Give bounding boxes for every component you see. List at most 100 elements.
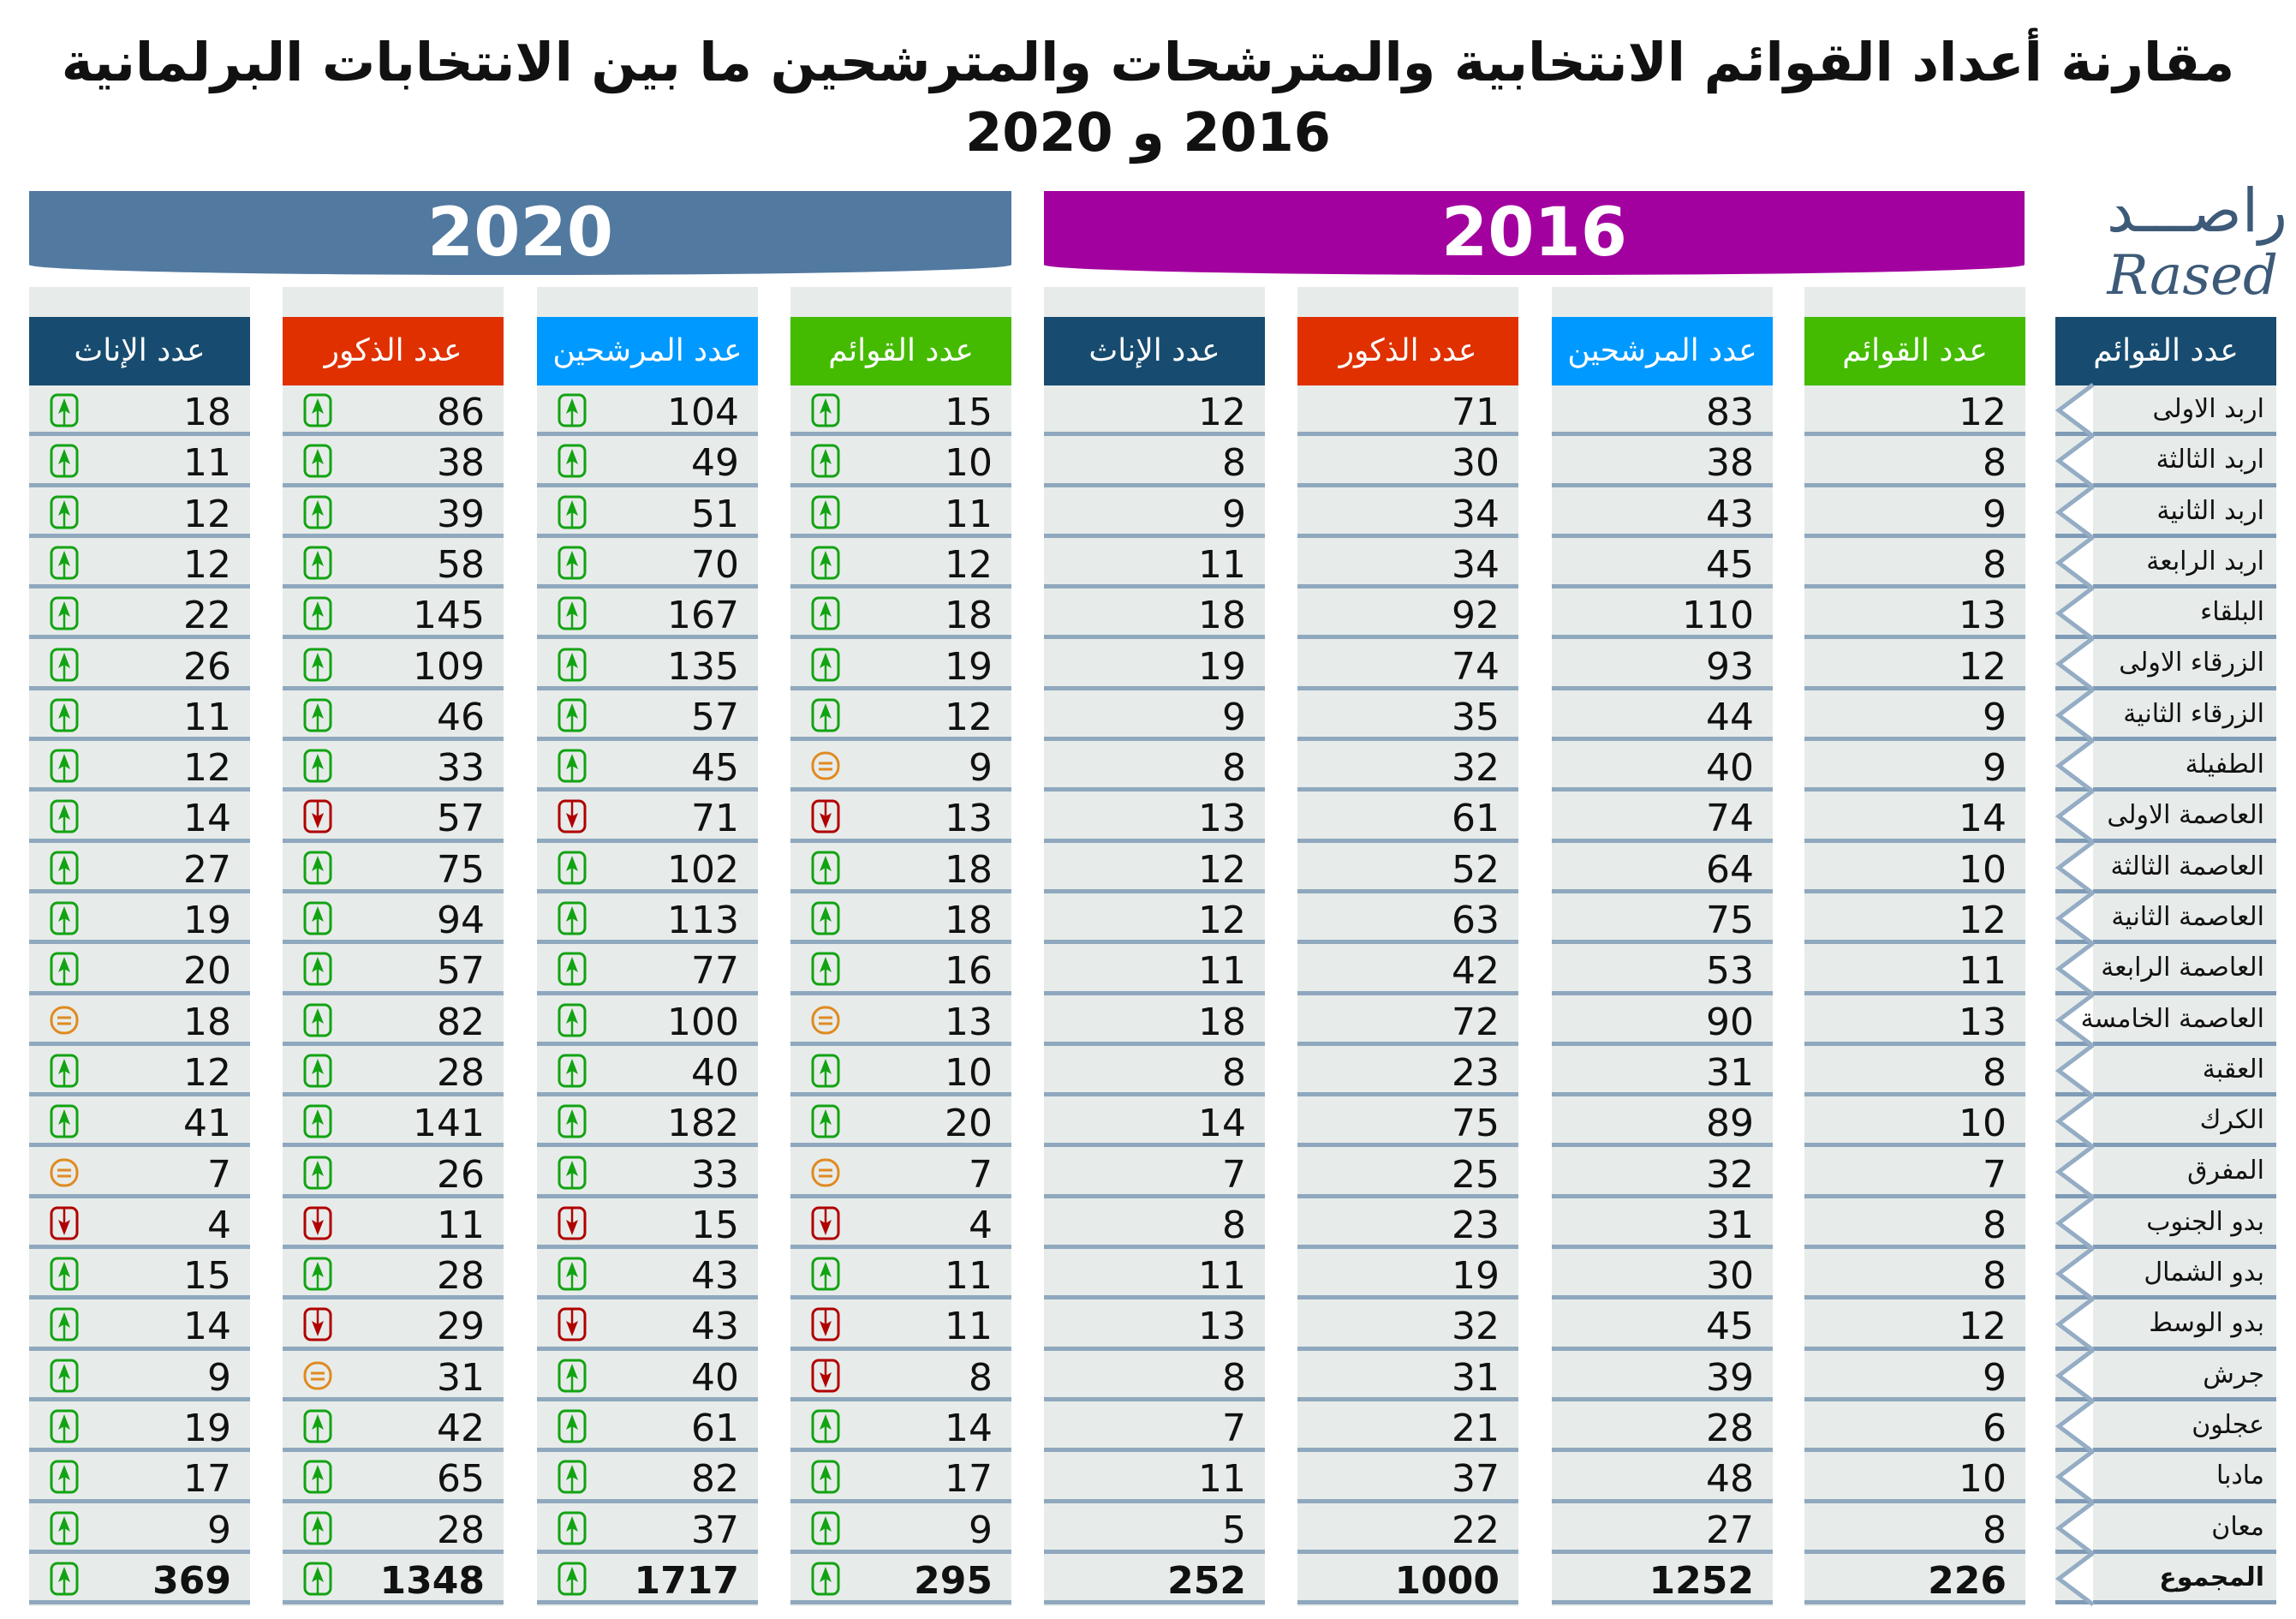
table-row: 182: [537, 1096, 758, 1148]
cell-value: 75: [1452, 1102, 1500, 1146]
trend-equal-icon: [303, 1361, 332, 1390]
table-row: 8: [1044, 1046, 1265, 1097]
cell-value: 9: [1983, 746, 2007, 791]
table-row: 9: [1804, 1351, 2025, 1401]
district-name: الطفيلة: [2185, 750, 2264, 780]
table-row: 18: [790, 893, 1011, 945]
cell-value: 7: [969, 1152, 993, 1197]
district-name: العاصمة الرابعة: [2101, 953, 2264, 983]
district-name: الزرقاء الثانية: [2123, 698, 2264, 729]
trend-up-icon: [811, 1104, 840, 1138]
cell-value: 8: [1983, 542, 2007, 587]
table-row: 20: [29, 944, 250, 995]
trend-up-icon: [50, 393, 79, 427]
cell-value: 14: [1959, 797, 2007, 841]
cell-value: 82: [437, 1000, 485, 1044]
table-row: 104: [537, 385, 758, 437]
cell-value: 45: [1706, 542, 1754, 587]
chevron-icon: [2054, 789, 2095, 845]
cell-value: 9: [1983, 492, 2007, 536]
trend-equal-icon: [50, 1006, 79, 1035]
district-row: العاصمة الخامسة: [2054, 992, 2276, 1048]
header-candidates: عدد المرشحين: [537, 317, 758, 385]
trend-up-icon: [811, 1257, 840, 1291]
header-lists: عدد القوائم: [790, 317, 1011, 385]
table-row: 22: [29, 588, 250, 640]
cell-value: 57: [437, 949, 485, 994]
table-row: 12: [790, 690, 1011, 742]
trend-up-icon: [558, 1054, 587, 1088]
trend-up-icon: [303, 1257, 332, 1291]
table-row: 57: [283, 792, 504, 843]
district-name: بدو الشمال: [2144, 1258, 2264, 1288]
table-row: 8: [1044, 741, 1265, 792]
table-row: 9: [1804, 487, 2025, 538]
cell-value: 4: [207, 1203, 231, 1247]
trend-up-icon: [558, 648, 587, 681]
table-row: 61: [537, 1401, 758, 1453]
trend-up-icon: [50, 1409, 79, 1443]
trend-up-icon: [811, 1409, 840, 1443]
cell-value: 57: [437, 797, 485, 841]
table-row: 82: [537, 1452, 758, 1503]
trend-up-icon: [303, 1156, 332, 1189]
cell-value: 7: [1222, 1152, 1246, 1197]
cell-value: 45: [1706, 1305, 1754, 1349]
trend-up-icon: [50, 495, 79, 529]
trend-up-icon: [50, 596, 79, 630]
chevron-icon: [2054, 1094, 2095, 1150]
table-row: 32: [1297, 1299, 1518, 1351]
cell-value: 11: [1959, 949, 2007, 994]
chevron-icon: [2054, 839, 2095, 895]
table-row: 7: [1044, 1148, 1265, 1198]
cell-value: 13: [1959, 1000, 2007, 1044]
table-row: 63: [1297, 893, 1518, 945]
cell-value: 167: [667, 594, 739, 638]
trend-down-icon: [811, 1307, 840, 1341]
district-row: العقبة: [2054, 1042, 2276, 1098]
table-row: 13: [1804, 995, 2025, 1046]
table-row: 11: [790, 487, 1011, 538]
cell-value: 12: [1198, 899, 1246, 942]
cell-value: 18: [1198, 594, 1246, 638]
table-row: 10: [790, 1046, 1011, 1097]
table-row: 16: [790, 944, 1011, 995]
cell-value: 94: [437, 899, 485, 942]
table-row: 9: [790, 1503, 1011, 1554]
total-row: 1000: [1297, 1554, 1518, 1605]
cell-value: 27: [183, 847, 231, 892]
table-row: 19: [1044, 640, 1265, 690]
table-row: 38: [1552, 436, 1773, 487]
cell-value: 145: [413, 594, 485, 638]
table-row: 8: [1044, 1198, 1265, 1250]
trend-up-icon: [303, 393, 332, 427]
cell-value: 33: [691, 1152, 739, 1197]
table-row: 8: [1804, 1046, 2025, 1097]
trend-equal-icon: [811, 751, 840, 780]
banner-2020: 2020: [29, 191, 1011, 275]
chevron-icon: [2054, 636, 2095, 692]
table-row: 40: [537, 1351, 758, 1401]
table-row: 30: [1552, 1249, 1773, 1300]
trend-up-icon: [558, 444, 587, 478]
trend-up-icon: [811, 1511, 840, 1545]
table-row: 9: [1804, 741, 2025, 792]
cell-value: 33: [437, 746, 485, 791]
district-name: مادبا: [2215, 1461, 2264, 1491]
chevron-icon: [2054, 586, 2095, 642]
logo-english: Rased: [2107, 244, 2279, 308]
table-row: 9: [29, 1503, 250, 1554]
trend-up-icon: [303, 546, 332, 580]
table-row: 33: [537, 1148, 758, 1198]
table-row: 61: [1297, 792, 1518, 843]
table-row: 53: [1552, 944, 1773, 995]
district-row: الزرقاء الثانية: [2054, 687, 2276, 743]
cell-value: 12: [945, 695, 993, 739]
cell-value: 49: [691, 441, 739, 486]
chevron-icon: [2054, 383, 2095, 438]
cell-value: 14: [945, 1407, 993, 1450]
cell-value: 40: [691, 1355, 739, 1400]
district-row: المفرق: [2054, 1144, 2276, 1200]
table-row: 44: [1552, 690, 1773, 742]
cell-value: 86: [437, 391, 485, 434]
